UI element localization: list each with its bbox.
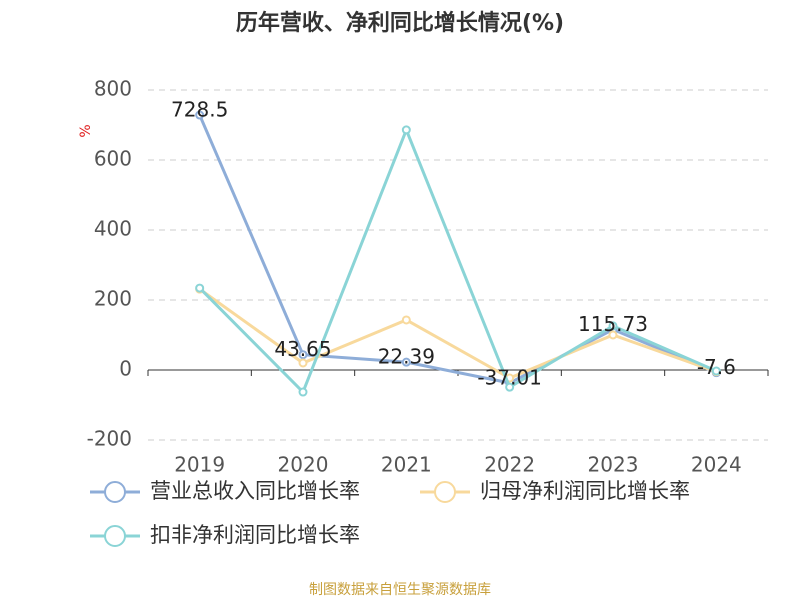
data-point: [401, 315, 411, 325]
data-point: [608, 330, 618, 340]
legend-label: 扣非净利润同比增长率: [150, 523, 360, 547]
x-tick-label: 2020: [278, 453, 329, 477]
data-label: 115.73: [578, 312, 648, 336]
y-tick-label: 200: [94, 287, 132, 311]
data-point: [401, 357, 411, 367]
legend-icon: [434, 481, 456, 503]
data-label: -7.6: [697, 355, 736, 379]
x-tick-label: 2023: [588, 453, 639, 477]
legend-icon: [104, 525, 126, 547]
series-line: [198, 114, 717, 385]
x-tick-label: 2019: [174, 453, 225, 477]
data-label: 728.5: [171, 98, 228, 122]
legend-label: 营业总收入同比增长率: [150, 479, 360, 503]
y-axis-label: %: [78, 124, 94, 137]
y-tick-label: 600: [94, 147, 132, 171]
legend-label: 归母净利润同比增长率: [480, 479, 690, 503]
y-tick-label: 800: [94, 77, 132, 101]
x-tick-label: 2024: [691, 453, 742, 477]
chart-title: 历年营收、净利同比增长情况(%): [236, 10, 564, 36]
data-label: 22.39: [378, 345, 435, 369]
data-point: [195, 110, 205, 120]
data-point: [505, 382, 515, 392]
data-point: [401, 125, 411, 135]
data-point: [298, 387, 308, 397]
series-line: [198, 125, 717, 395]
data-point: [711, 366, 721, 376]
data-point: [298, 350, 308, 360]
y-tick-label: -200: [87, 427, 132, 451]
x-tick-label: 2022: [484, 453, 535, 477]
data-point: [195, 283, 205, 293]
data-point: [608, 321, 618, 331]
x-tick-label: 2021: [381, 453, 432, 477]
data-point: [298, 358, 308, 368]
y-tick-label: 0: [119, 357, 132, 381]
y-tick-label: 400: [94, 217, 132, 241]
data-label: -37.01: [477, 365, 541, 389]
source-note: 制图数据来自恒生聚源数据库: [309, 582, 491, 598]
series-line: [198, 287, 717, 380]
data-label: 43.65: [274, 337, 331, 361]
legend-icon: [104, 481, 126, 503]
